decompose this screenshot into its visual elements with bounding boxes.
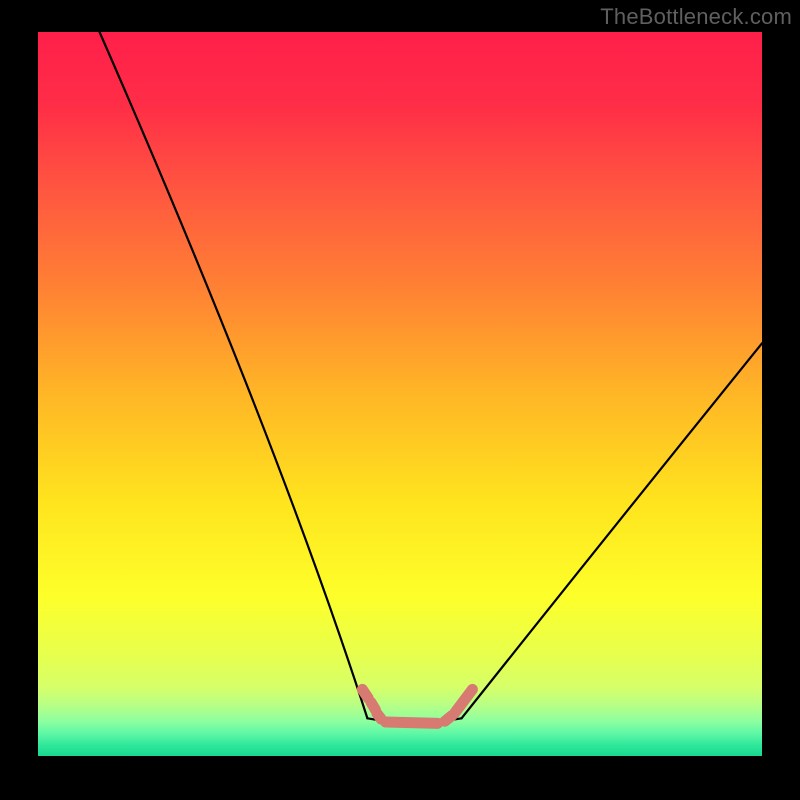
- marker-segment: [362, 689, 368, 698]
- plot-group: [38, 32, 762, 756]
- marker-segment: [377, 713, 381, 719]
- chart-svg: [0, 0, 800, 800]
- watermark-text: TheBottleneck.com: [600, 4, 792, 30]
- marker-segment: [386, 722, 438, 723]
- stage: TheBottleneck.com: [0, 0, 800, 800]
